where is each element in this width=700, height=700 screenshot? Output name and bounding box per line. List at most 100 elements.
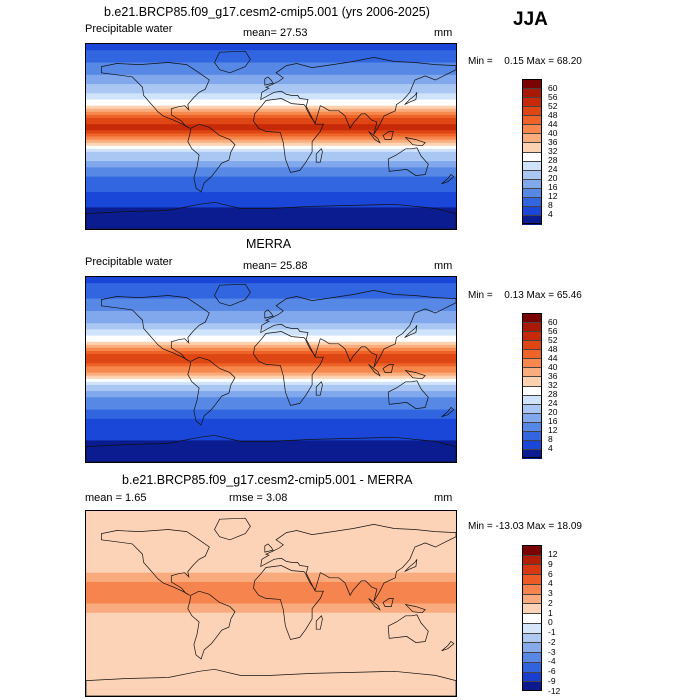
- colorbar-tick-label: 8: [548, 434, 553, 445]
- lat-band: [86, 151, 456, 156]
- lat-band: [86, 631, 456, 635]
- lat-band: [86, 511, 456, 515]
- lat-band: [86, 683, 456, 688]
- lat-band: [86, 292, 456, 297]
- coastline-borneo: [382, 131, 394, 140]
- lat-band: [86, 520, 456, 524]
- colorbar-swatch: [522, 151, 542, 162]
- lat-band: [86, 575, 456, 580]
- panel3-min-value: -13.03: [495, 521, 524, 532]
- lat-band: [86, 628, 456, 632]
- colorbar-swatch: [522, 421, 542, 432]
- lat-band: [86, 44, 456, 48]
- coastline-new-guinea: [404, 136, 426, 147]
- lat-band: [86, 68, 456, 73]
- lat-band: [86, 139, 456, 144]
- lat-band: [86, 569, 456, 574]
- lat-band: [86, 136, 456, 141]
- colorbar-swatch: [522, 439, 542, 450]
- lat-band: [86, 192, 456, 196]
- lat-band: [86, 560, 456, 565]
- lat-band: [86, 563, 456, 568]
- colorbar-swatch: [522, 169, 542, 180]
- lat-band: [86, 400, 456, 405]
- panel3-min-label: Min =: [468, 521, 493, 532]
- colorbar-frame: [522, 79, 542, 224]
- coastline-north-america: [101, 295, 210, 362]
- colorbar-swatch: [522, 642, 542, 653]
- coastline-south-america: [187, 356, 236, 426]
- lat-band: [86, 622, 456, 626]
- lat-band: [86, 652, 456, 657]
- lat-band: [86, 372, 456, 377]
- panel2-units-label: mm: [434, 260, 453, 272]
- lat-band: [86, 391, 456, 395]
- lat-band: [86, 127, 456, 131]
- lat-band: [86, 526, 456, 531]
- colorbar-swatch: [522, 358, 542, 368]
- lat-band: [86, 148, 456, 153]
- lat-band: [86, 412, 456, 417]
- panel3-max-label: Max =: [526, 521, 555, 532]
- colorbar-tick-label: 40: [548, 361, 558, 372]
- lat-band: [86, 615, 456, 620]
- colorbar-swatch: [522, 97, 542, 107]
- colorbar-tick-label: -12: [548, 685, 561, 696]
- colorbar-swatch: [522, 88, 542, 98]
- lat-band: [86, 222, 456, 227]
- panel2-title: MERRA: [246, 237, 292, 251]
- coastline-australia: [387, 380, 429, 409]
- lat-band: [86, 538, 456, 543]
- colorbar-tick-label: 20: [548, 173, 558, 184]
- lat-band: [86, 588, 456, 592]
- lat-band: [86, 458, 456, 462]
- lat-band: [86, 409, 456, 414]
- coastline-new-zealand: [441, 174, 455, 185]
- lat-band: [86, 204, 456, 209]
- lat-band: [86, 529, 456, 534]
- lat-band: [86, 344, 456, 349]
- coastline-australia: [387, 614, 429, 643]
- lat-band: [86, 280, 456, 284]
- lat-band: [86, 201, 456, 205]
- lat-band: [86, 210, 456, 215]
- lat-band: [86, 581, 456, 586]
- lat-band: [86, 440, 456, 445]
- coastline-south-america: [187, 590, 236, 660]
- coastline-greenland: [214, 50, 251, 74]
- lat-band: [86, 207, 456, 212]
- lat-band: [86, 351, 456, 355]
- coastline-madagascar: [315, 148, 323, 163]
- lat-band: [86, 406, 456, 411]
- colorbar-tick-label: 4: [548, 443, 553, 454]
- lat-band: [86, 388, 456, 392]
- colorbar-swatch: [522, 205, 542, 216]
- lat-band: [86, 609, 456, 614]
- colorbar-swatch: [522, 340, 542, 350]
- lat-band: [86, 557, 456, 561]
- lat-band: [86, 108, 456, 113]
- colorbar-swatch: [522, 214, 542, 225]
- lat-band: [86, 155, 456, 159]
- lat-band: [86, 188, 456, 193]
- lat-band: [86, 323, 456, 327]
- season-label: JJA: [513, 9, 548, 30]
- lat-band: [86, 81, 456, 85]
- lat-band: [86, 384, 456, 389]
- lat-band: [86, 363, 456, 368]
- lat-band: [86, 551, 456, 555]
- lat-band: [86, 594, 456, 598]
- panel2-variable-label: Precipitable water: [85, 256, 173, 268]
- colorbar-tick-label: -4: [548, 656, 556, 667]
- colorbar-tick-label: 28: [548, 155, 558, 166]
- coastline-new-guinea: [404, 603, 426, 614]
- coastline-borneo: [382, 598, 394, 607]
- colorbar-swatch: [522, 196, 542, 207]
- colorbar-swatch: [522, 593, 542, 604]
- panel1-minmax: Min = 0.15 Max = 68.20: [468, 56, 582, 67]
- colorbar-tick-label: 36: [548, 370, 558, 381]
- panel3-title: b.e21.BRCP85.f09_g17.cesm2-cmip5.001 - M…: [122, 473, 413, 487]
- lat-band: [86, 114, 456, 119]
- colorbar-swatch: [522, 403, 542, 414]
- lat-band: [86, 597, 456, 602]
